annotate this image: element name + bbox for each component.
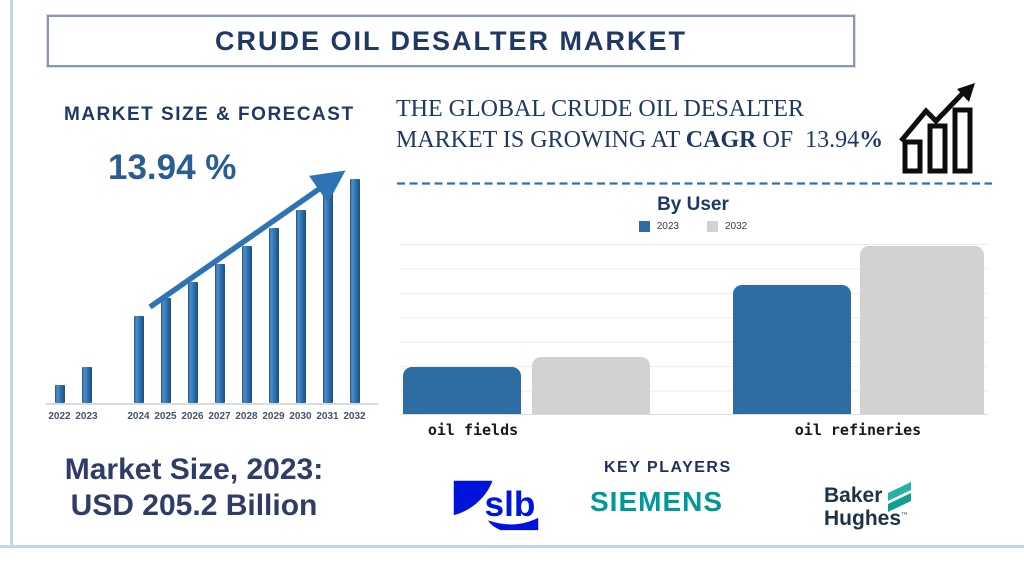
- forecast-bar-2032: [349, 179, 360, 403]
- forecast-bar-column: [206, 176, 233, 403]
- forecast-bar-column: [152, 176, 179, 403]
- growth-note-of: OF: [756, 127, 806, 153]
- forecast-year-label: 2032: [343, 411, 366, 422]
- byuser-bar-oil-refineries-2023: [733, 285, 851, 414]
- byuser-bar-oil-fields-2032: [532, 357, 650, 414]
- forecast-heading: MARKET SIZE & FORECAST: [64, 104, 355, 125]
- forecast-year-label: 2024: [127, 411, 150, 422]
- forecast-bar-column: [260, 176, 287, 403]
- frame-left-line: [10, 0, 13, 547]
- slb-logo-text: slb: [485, 485, 536, 524]
- forecast-year-label: 2028: [235, 411, 258, 422]
- byuser-chart-title: By User: [657, 194, 729, 215]
- forecast-bars-row: [46, 176, 378, 405]
- byuser-legend: 2023 2032: [397, 221, 989, 232]
- forecast-bar-2022: [54, 385, 65, 403]
- market-size-line2: USD 205.2 Billion: [70, 489, 318, 522]
- market-size-callout: Market Size, 2023: USD 205.2 Billion: [18, 452, 370, 524]
- forecast-bar-column: [179, 176, 206, 403]
- forecast-labels-row: 2022 2023 2024 2025 2026 2027 2028 2029 2030 2031…: [46, 411, 378, 422]
- forecast-bar-2030: [295, 210, 306, 403]
- forecast-bar-column: [287, 176, 314, 403]
- legend-swatch: [638, 221, 650, 232]
- forecast-bar-column: [233, 176, 260, 403]
- category-label-oil-refineries: oil refineries: [794, 421, 922, 439]
- slb-logo: slb: [453, 480, 539, 531]
- forecast-year-label: 2030: [289, 411, 312, 422]
- baker-trademark: ™: [901, 512, 909, 519]
- forecast-year-label: 2025: [154, 411, 177, 422]
- baker-line2: Hughes™: [824, 506, 908, 529]
- forecast-bar-2023: [81, 367, 92, 403]
- rising-bar-chart-icon: [899, 83, 975, 174]
- forecast-year-label: 2026: [181, 411, 204, 422]
- baker-hughes-logo: Baker Hughes™: [824, 482, 911, 529]
- dashed-divider: [397, 182, 992, 185]
- baker-line1: Baker: [824, 484, 883, 507]
- forecast-bar-column: [46, 176, 73, 403]
- forecast-bar-2024: [133, 316, 144, 403]
- forecast-year-label: 2027: [208, 411, 231, 422]
- legend-swatch: [707, 221, 718, 232]
- growth-note: THE GLOBAL CRUDE OIL DESALTER MARKET IS …: [396, 94, 911, 156]
- page-title: CRUDE OIL DESALTER MARKET: [214, 25, 687, 56]
- forecast-year-label: 2029: [262, 411, 285, 422]
- growth-note-value: 13.94: [805, 127, 860, 153]
- byuser-chart: [400, 244, 988, 415]
- forecast-bar-column: [314, 176, 341, 403]
- legend-label: 2023: [656, 221, 679, 232]
- growth-note-percent: %: [859, 127, 884, 153]
- legend-item-2023: 2023: [638, 221, 679, 232]
- title-banner: CRUDE OIL DESALTER MARKET: [46, 14, 856, 68]
- byuser-category-labels: oil fields oil refineries: [400, 421, 988, 441]
- baker-line2-text: Hughes: [824, 507, 902, 530]
- growth-note-pre: MARKET IS GROWING AT: [396, 127, 686, 153]
- forecast-bar-2028: [241, 246, 252, 403]
- frame-bottom-line: [0, 545, 1024, 548]
- growth-note-line1: THE GLOBAL CRUDE OIL DESALTER: [396, 96, 804, 122]
- forecast-bar-2027: [214, 264, 225, 403]
- forecast-bar-column: [125, 176, 152, 403]
- forecast-bar-2026: [187, 282, 198, 403]
- baker-hughes-chevron-icon: [888, 482, 911, 512]
- legend-item-2032: 2032: [707, 221, 747, 232]
- forecast-year-label: 2022: [48, 411, 71, 422]
- legend-label: 2032: [725, 221, 748, 232]
- market-size-line1: Market Size, 2023:: [64, 453, 324, 486]
- byuser-bar-oil-refineries-2032: [860, 246, 984, 414]
- forecast-bar-column: [73, 176, 100, 403]
- siemens-logo-text: SIEMENS: [590, 486, 724, 517]
- forecast-bar-2025: [160, 298, 171, 403]
- forecast-bar-2031: [322, 192, 333, 403]
- growth-note-cagr: CAGR: [685, 127, 757, 153]
- key-players-heading: KEY PLAYERS: [604, 459, 732, 476]
- forecast-bar-2029: [268, 228, 279, 403]
- forecast-year-label: 2031: [316, 411, 339, 422]
- forecast-year-label: 2023: [75, 411, 98, 422]
- category-label-oil-fields: oil fields: [427, 421, 519, 439]
- growth-note-line2: MARKET IS GROWING AT CAGR OF 13.94%: [396, 125, 911, 156]
- byuser-bar-oil-fields-2023: [403, 367, 521, 414]
- forecast-bar-column: [341, 176, 368, 403]
